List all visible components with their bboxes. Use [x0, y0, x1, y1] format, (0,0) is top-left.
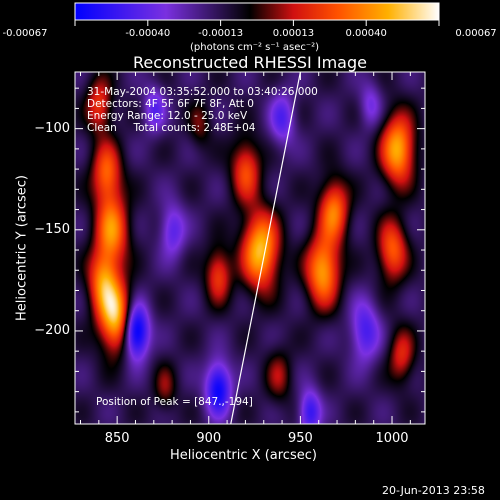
x-tick-label: 850	[104, 431, 130, 446]
colorbar-units-label: (photons cm⁻² s⁻¹ asec⁻²)	[190, 42, 320, 53]
annotation-energy: Energy Range: 12.0 - 25.0 keV	[87, 110, 248, 122]
colorbar-tick-label: -0.00040	[125, 28, 171, 39]
colorbar-tick-label: 0.00013	[272, 28, 315, 39]
x-tick-label: 950	[287, 431, 313, 446]
colorbar	[74, 2, 440, 21]
y-tick-label: −100	[34, 120, 70, 136]
chart-title: Reconstructed RHESSI Image	[133, 53, 367, 72]
x-tick-label: 1000	[375, 431, 409, 446]
footer-timestamp: 20-Jun-2013 23:58	[382, 484, 485, 497]
solar-limb-line	[230, 72, 301, 424]
annotation-peak-position: Position of Peak = [847.,-194]	[96, 396, 253, 408]
colorbar-tick-label: -0.00067	[2, 28, 48, 39]
y-tick-label: −200	[34, 322, 70, 338]
plot-frame	[74, 71, 426, 425]
annotation-detectors: Detectors: 4F 5F 6F 7F 8F, Att 0	[87, 98, 254, 110]
colorbar-tick-label: 0.00067	[455, 28, 497, 39]
colorbar-tick-label: -0.00013	[198, 28, 244, 39]
heatmap-image	[75, 72, 425, 424]
colorbar-tick-label: 0.00040	[345, 28, 387, 39]
annotation-time-range: 31-May-2004 03:35:52.000 to 03:40:26.000	[87, 86, 318, 98]
y-tick-label: −150	[34, 221, 70, 237]
colorbar-ticks	[74, 20, 440, 26]
axis-ticks	[75, 72, 425, 424]
annotation-method: Clean Total counts: 2.48E+04	[87, 122, 256, 134]
y-axis-label: Heliocentric Y (arcsec)	[14, 175, 30, 321]
x-axis-label: Heliocentric X (arcsec)	[170, 448, 317, 463]
x-tick-label: 900	[196, 431, 222, 446]
